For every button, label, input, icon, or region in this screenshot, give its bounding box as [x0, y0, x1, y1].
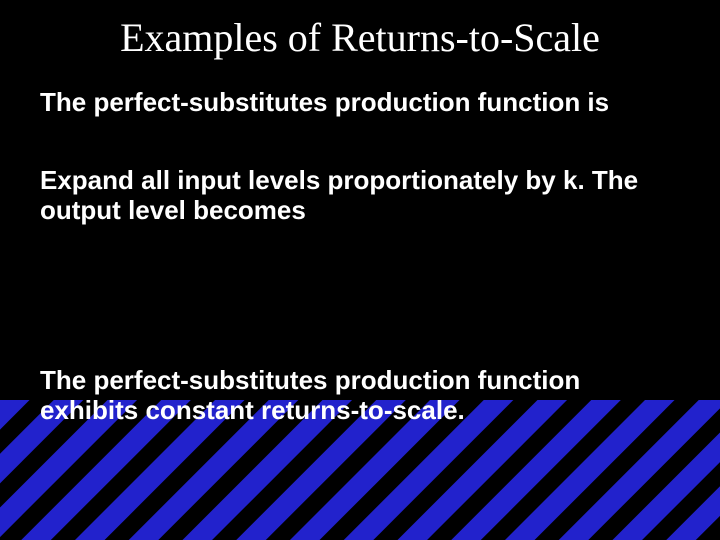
equation-placeholder-1	[40, 118, 680, 166]
paragraph-3: The perfect-substitutes production funct…	[40, 366, 680, 426]
paragraph-1: The perfect-substitutes production funct…	[40, 88, 680, 118]
slide-body: The perfect-substitutes production funct…	[40, 88, 680, 425]
equation-placeholder-2	[40, 226, 680, 366]
slide: Examples of Returns-to-Scale The perfect…	[0, 0, 720, 540]
paragraph-2: Expand all input levels proportionately …	[40, 166, 680, 226]
slide-title: Examples of Returns-to-Scale	[0, 14, 720, 61]
